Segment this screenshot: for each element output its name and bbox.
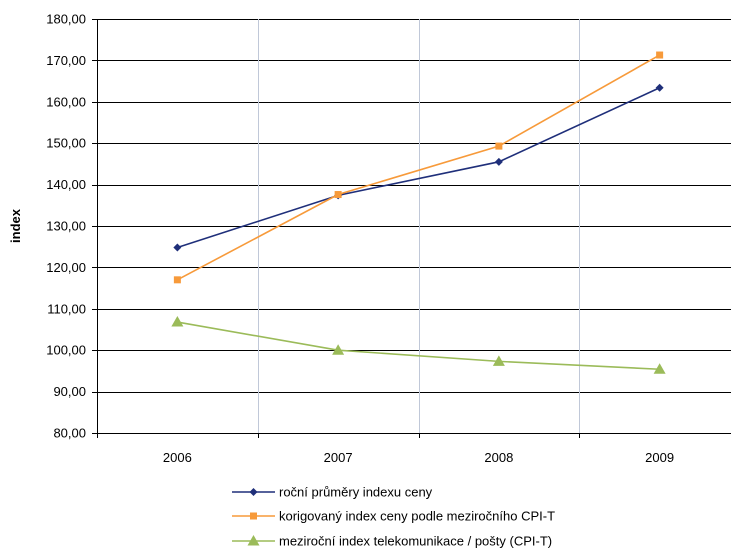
y-tick-label: 130,00 [46, 219, 86, 234]
data-point-marker [656, 51, 664, 59]
series-line [177, 321, 660, 371]
x-tick-label: 2007 [324, 450, 353, 465]
series-line [177, 86, 660, 249]
series-3 [171, 316, 666, 374]
series-line [177, 54, 661, 281]
legend-marker [249, 488, 258, 496]
legend-label: korigovaný index ceny podle meziročního … [279, 509, 555, 524]
legend-item: korigovaný index ceny podle meziročního … [232, 509, 555, 524]
data-point-marker [495, 142, 503, 150]
y-tick-label: 80,00 [53, 426, 86, 441]
x-tick-label: 2009 [645, 450, 674, 465]
legend-label: roční průměry indexu ceny [279, 485, 433, 500]
legend-label: meziroční index telekomunikace / pošty (… [279, 534, 552, 549]
legend: roční průměry indexu ceny korigovaný inde… [232, 485, 555, 549]
series-group [171, 51, 666, 374]
y-tick-label: 170,00 [46, 53, 86, 68]
data-point-marker [655, 83, 664, 92]
axes [92, 19, 731, 438]
y-tick-label: 120,00 [46, 260, 86, 275]
data-point-marker [171, 316, 184, 327]
y-tick-label: 110,00 [47, 301, 86, 316]
x-tick-label: 2008 [484, 450, 513, 465]
data-point-marker [653, 363, 666, 374]
y-tick-labels: 80,00 90,00 100,00 110,00 120,00 130,00 140,00… [46, 12, 86, 441]
y-axis-label: index [8, 208, 23, 243]
legend-marker [250, 512, 257, 520]
y-tick-label: 100,00 [46, 343, 86, 358]
data-point-marker [334, 191, 342, 199]
data-point-marker [173, 243, 182, 252]
y-tick-label: 160,00 [46, 94, 86, 109]
data-point-marker [492, 355, 505, 366]
x-tick-label: 2006 [163, 450, 192, 465]
x-tick-labels: 2006 2007 2008 2009 [163, 450, 674, 465]
legend-item: roční průměry indexu ceny [232, 485, 433, 500]
y-tick-label: 180,00 [46, 12, 86, 27]
legend-item: meziroční index telekomunikace / pošty (… [232, 534, 552, 549]
y-tick-label: 150,00 [46, 136, 86, 151]
data-point-marker [173, 276, 181, 284]
data-point-marker [332, 344, 345, 355]
data-point-marker [494, 157, 503, 166]
grid-lines [97, 19, 731, 433]
y-tick-label: 90,00 [53, 384, 86, 399]
series-2 [173, 51, 664, 284]
legend-marker [247, 535, 260, 546]
y-tick-label: 140,00 [46, 177, 86, 192]
